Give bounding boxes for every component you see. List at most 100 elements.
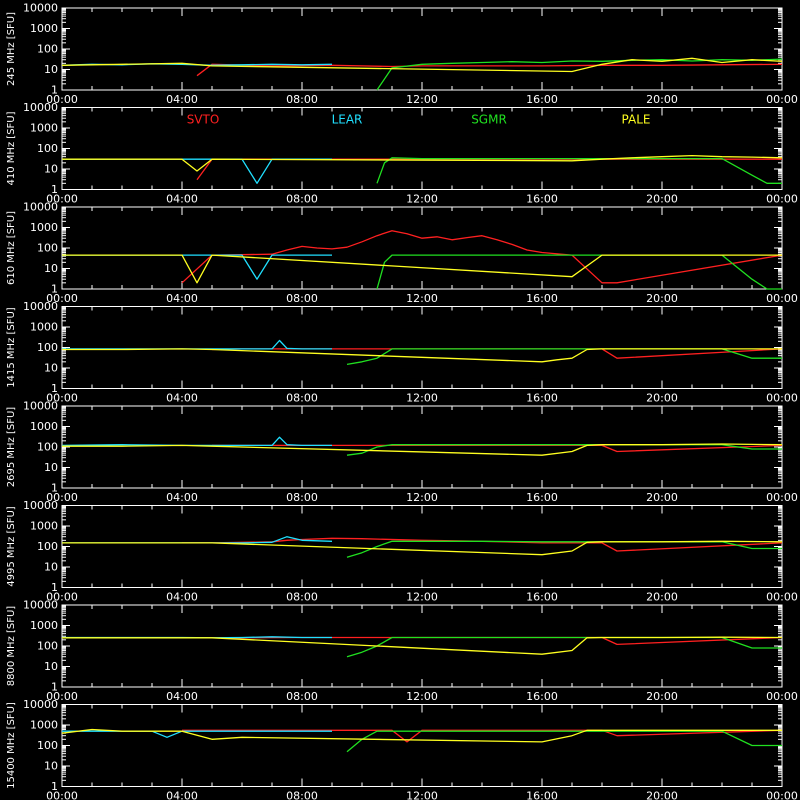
y-axis-label: 8800 MHz [SFU] [6, 606, 17, 687]
y-tick-label: 10 [44, 461, 58, 474]
x-tick-label: 20:00 [646, 491, 678, 504]
x-tick-label: 00:00 [46, 193, 78, 206]
x-tick-label: 08:00 [286, 690, 318, 703]
x-tick-label: 20:00 [646, 690, 678, 703]
series-line-sgmr [346, 540, 782, 558]
panel-6: 1 10 100 1000 10000 00:00 04:00 08:00 12:00 16:00… [6, 499, 798, 604]
x-tick-label: 16:00 [526, 93, 558, 106]
y-tick-label: 100 [37, 43, 58, 56]
series-line-pale [62, 154, 783, 172]
y-tick-label: 1 [51, 283, 58, 296]
y-axis-label: 4995 MHz [SFU] [6, 506, 17, 587]
y-tick-label: 1 [51, 84, 58, 97]
y-axis-label: 15400 MHz [SFU] [6, 702, 17, 789]
y-tick-label: 100 [37, 739, 58, 752]
panel-frame [61, 405, 783, 489]
x-tick-label: 12:00 [406, 193, 438, 206]
panel-3: 1 10 100 1000 10000 00:00 04:00 08:00 12:00 16:00… [6, 201, 798, 306]
series-line-sgmr [346, 444, 782, 456]
x-tick-label: 08:00 [286, 491, 318, 504]
series-line-svto [211, 348, 783, 359]
y-tick-label: 10000 [23, 499, 58, 512]
x-tick-label: 20:00 [646, 392, 678, 405]
x-tick-label: 04:00 [166, 690, 198, 703]
series-line-sgmr [346, 730, 782, 753]
series-line-pale [62, 348, 782, 363]
panel-frame [61, 206, 783, 290]
x-tick-label: 16:00 [526, 392, 558, 405]
legend-label-pale: PALE [622, 113, 651, 127]
x-tick-label: 16:00 [526, 790, 558, 800]
panel-5: 1 10 100 1000 10000 00:00 04:00 08:00 12:00 16:00… [6, 400, 798, 505]
x-tick-label: 12:00 [406, 392, 438, 405]
y-tick-label: 100 [37, 341, 58, 354]
series-line-sgmr [376, 58, 783, 91]
y-axis-label: 1415 MHz [SFU] [6, 307, 17, 388]
series-line-svto [181, 230, 783, 284]
x-tick-label: 08:00 [286, 591, 318, 604]
y-tick-label: 1 [51, 482, 58, 495]
y-tick-label: 1000 [30, 719, 58, 732]
x-tick-label: 16:00 [526, 690, 558, 703]
x-tick-label: 12:00 [406, 690, 438, 703]
y-tick-label: 10000 [23, 599, 58, 612]
y-tick-label: 1 [51, 581, 58, 594]
y-tick-label: 10000 [23, 101, 58, 114]
x-tick-label: 00:00 [766, 690, 798, 703]
panel-1: 1 10 100 1000 10000 00:00 04:00 08:00 12:00 16:00… [6, 2, 798, 107]
x-tick-label: 00:00 [766, 93, 798, 106]
x-tick-label: 08:00 [286, 193, 318, 206]
x-tick-label: 08:00 [286, 292, 318, 305]
x-tick-label: 08:00 [286, 93, 318, 106]
y-tick-label: 1 [51, 183, 58, 196]
y-tick-label: 1000 [30, 520, 58, 533]
y-tick-label: 100 [37, 242, 58, 255]
y-tick-label: 100 [37, 441, 58, 454]
y-tick-label: 10 [44, 163, 58, 176]
series-line-lear [62, 254, 332, 280]
y-tick-label: 1000 [30, 122, 58, 135]
y-tick-label: 10 [44, 63, 58, 76]
y-axis-label: 245 MHz [SFU] [6, 12, 17, 86]
x-tick-label: 00:00 [766, 790, 798, 800]
panel-frame [61, 7, 783, 91]
x-tick-label: 04:00 [166, 790, 198, 800]
y-tick-label: 1000 [30, 321, 58, 334]
x-tick-label: 04:00 [166, 491, 198, 504]
y-tick-label: 10 [44, 561, 58, 574]
x-tick-label: 16:00 [526, 193, 558, 206]
y-tick-label: 1000 [30, 619, 58, 632]
series-line-sgmr [376, 157, 782, 184]
x-tick-label: 00:00 [766, 193, 798, 206]
x-tick-label: 00:00 [46, 690, 78, 703]
y-tick-label: 100 [37, 142, 58, 155]
series-line-pale [62, 636, 783, 655]
x-tick-label: 12:00 [406, 292, 438, 305]
y-tick-label: 100 [37, 540, 58, 553]
y-tick-label: 10000 [23, 2, 58, 15]
x-tick-label: 16:00 [526, 591, 558, 604]
y-axis-label: 610 MHz [SFU] [6, 211, 17, 285]
x-tick-label: 04:00 [166, 392, 198, 405]
x-tick-label: 00:00 [46, 93, 78, 106]
series-line-lear [62, 339, 332, 350]
x-tick-label: 00:00 [46, 292, 78, 305]
y-tick-label: 10000 [23, 201, 58, 214]
y-tick-label: 10 [44, 760, 58, 773]
legend-label-lear: LEAR [332, 113, 363, 127]
x-tick-label: 20:00 [646, 292, 678, 305]
panel-8: 1 10 100 1000 10000 00:00 04:00 08:00 12:00 16:00… [6, 698, 798, 800]
y-tick-label: 1000 [30, 221, 58, 234]
x-tick-label: 00:00 [46, 392, 78, 405]
x-tick-label: 00:00 [46, 790, 78, 800]
series-line-lear [61, 436, 332, 447]
x-tick-label: 04:00 [166, 93, 198, 106]
x-tick-label: 08:00 [286, 790, 318, 800]
y-tick-label: 10 [44, 262, 58, 275]
y-tick-label: 1000 [30, 22, 58, 35]
series-line-pale [61, 57, 783, 73]
x-tick-label: 04:00 [166, 292, 198, 305]
x-tick-label: 08:00 [286, 392, 318, 405]
x-tick-label: 12:00 [406, 93, 438, 106]
x-tick-label: 00:00 [766, 491, 798, 504]
